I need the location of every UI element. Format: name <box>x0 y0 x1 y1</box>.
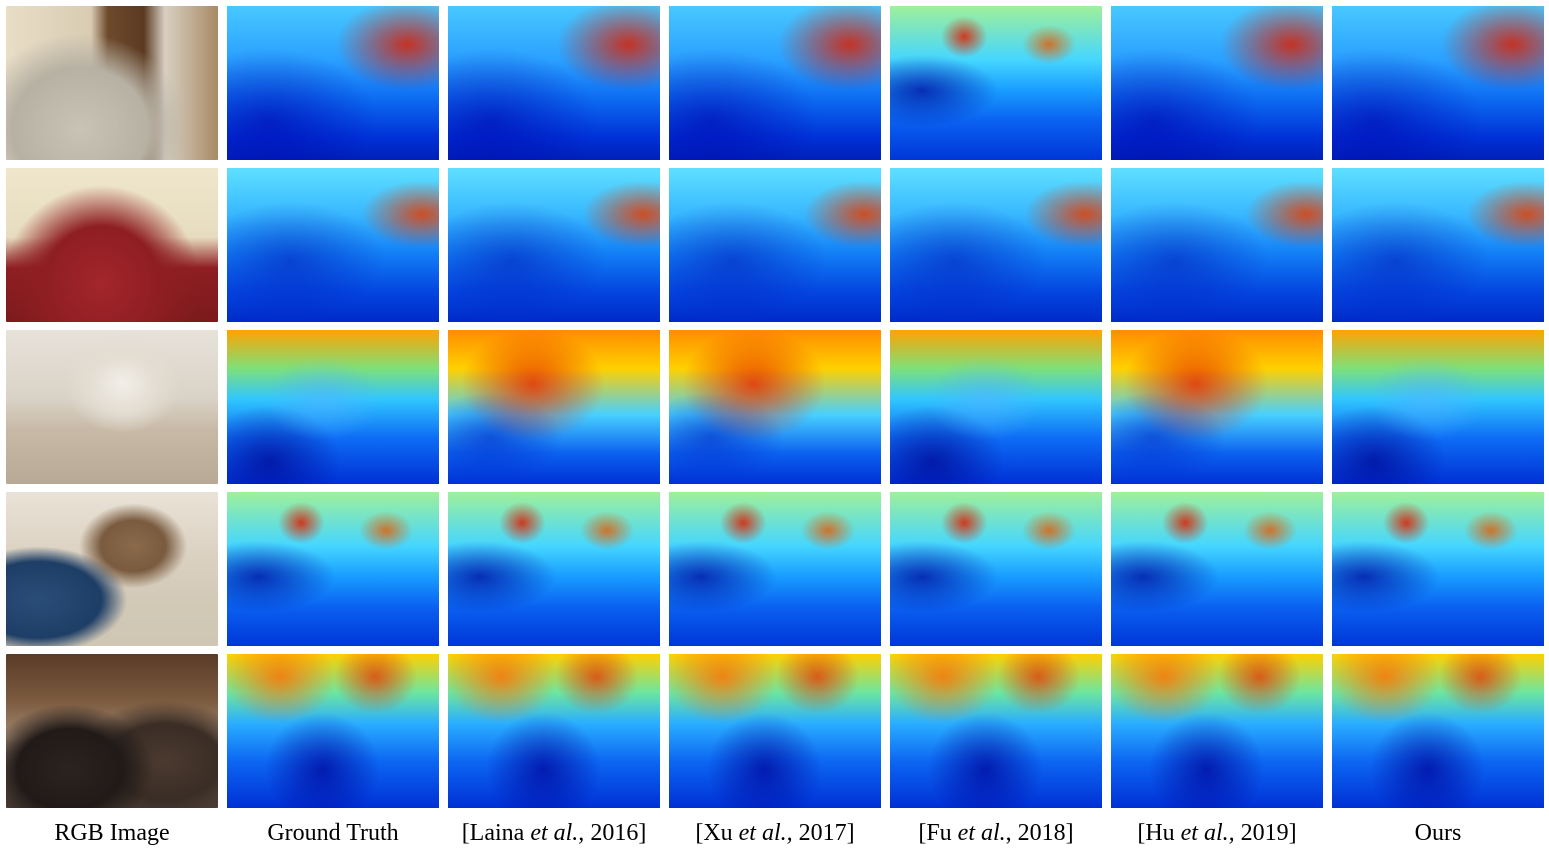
caption-xu-2017: [Xu et al., 2017] <box>669 818 881 848</box>
caption-text: 2016] <box>584 820 647 846</box>
caption-text: RGB Image <box>54 820 170 846</box>
depth-map-fu <box>890 492 1102 646</box>
depth-map-laina <box>448 168 660 322</box>
depth-map-fu <box>890 6 1102 160</box>
depth-map-ours <box>1332 492 1544 646</box>
caption-italic: et al., <box>530 820 585 846</box>
depth-map-laina <box>448 330 660 484</box>
caption-italic: et al., <box>738 820 793 846</box>
depth-map-ours <box>1332 168 1544 322</box>
depth-map-fu <box>890 168 1102 322</box>
depth-map-laina <box>448 654 660 808</box>
rgb-image-dining-table <box>6 330 218 484</box>
caption-text: [Xu <box>695 820 739 846</box>
depth-map-laina <box>448 6 660 160</box>
column-captions: RGB Image Ground Truth [Laina et al., 20… <box>6 818 1544 848</box>
depth-map-fu <box>890 330 1102 484</box>
depth-map-xu <box>669 168 881 322</box>
depth-map-hu <box>1111 6 1323 160</box>
caption-fu-2018: [Fu et al., 2018] <box>890 818 1102 848</box>
caption-text: [Fu <box>918 820 958 846</box>
depth-map-xu <box>669 492 881 646</box>
caption-text: Ground Truth <box>267 820 399 846</box>
caption-text: , 2018] <box>1005 820 1074 846</box>
depth-map-hu <box>1111 492 1323 646</box>
depth-map-fu <box>890 654 1102 808</box>
depth-map-ground-truth <box>227 330 439 484</box>
caption-italic: et al., <box>1180 820 1235 846</box>
depth-map-hu <box>1111 654 1323 808</box>
depth-map-xu <box>669 6 881 160</box>
depth-map-xu <box>669 330 881 484</box>
depth-map-ours <box>1332 654 1544 808</box>
caption-text: [Hu <box>1137 820 1181 846</box>
caption-text: 2019] <box>1234 820 1297 846</box>
caption-ours: Ours <box>1332 818 1544 848</box>
depth-map-hu <box>1111 330 1323 484</box>
rgb-image-living-room <box>6 6 218 160</box>
depth-map-ours <box>1332 6 1544 160</box>
caption-text: 2017] <box>792 820 855 846</box>
rgb-image-red-sofa <box>6 168 218 322</box>
caption-ground-truth: Ground Truth <box>227 818 439 848</box>
rgb-image-kids-room <box>6 492 218 646</box>
comparison-grid <box>6 6 1544 808</box>
depth-map-laina <box>448 492 660 646</box>
depth-map-ground-truth <box>227 492 439 646</box>
depth-map-hu <box>1111 168 1323 322</box>
caption-rgb-image: RGB Image <box>6 818 218 848</box>
caption-hu-2019: [Hu et al., 2019] <box>1111 818 1323 848</box>
rgb-image-lounge <box>6 654 218 808</box>
depth-map-ours <box>1332 330 1544 484</box>
depth-map-ground-truth <box>227 654 439 808</box>
depth-map-xu <box>669 654 881 808</box>
depth-map-ground-truth <box>227 6 439 160</box>
depth-map-ground-truth <box>227 168 439 322</box>
caption-text: [Laina <box>461 820 531 846</box>
caption-italic: et al. <box>957 820 1006 846</box>
caption-text: Ours <box>1414 820 1462 846</box>
caption-laina-2016: [Laina et al., 2016] <box>448 818 660 848</box>
